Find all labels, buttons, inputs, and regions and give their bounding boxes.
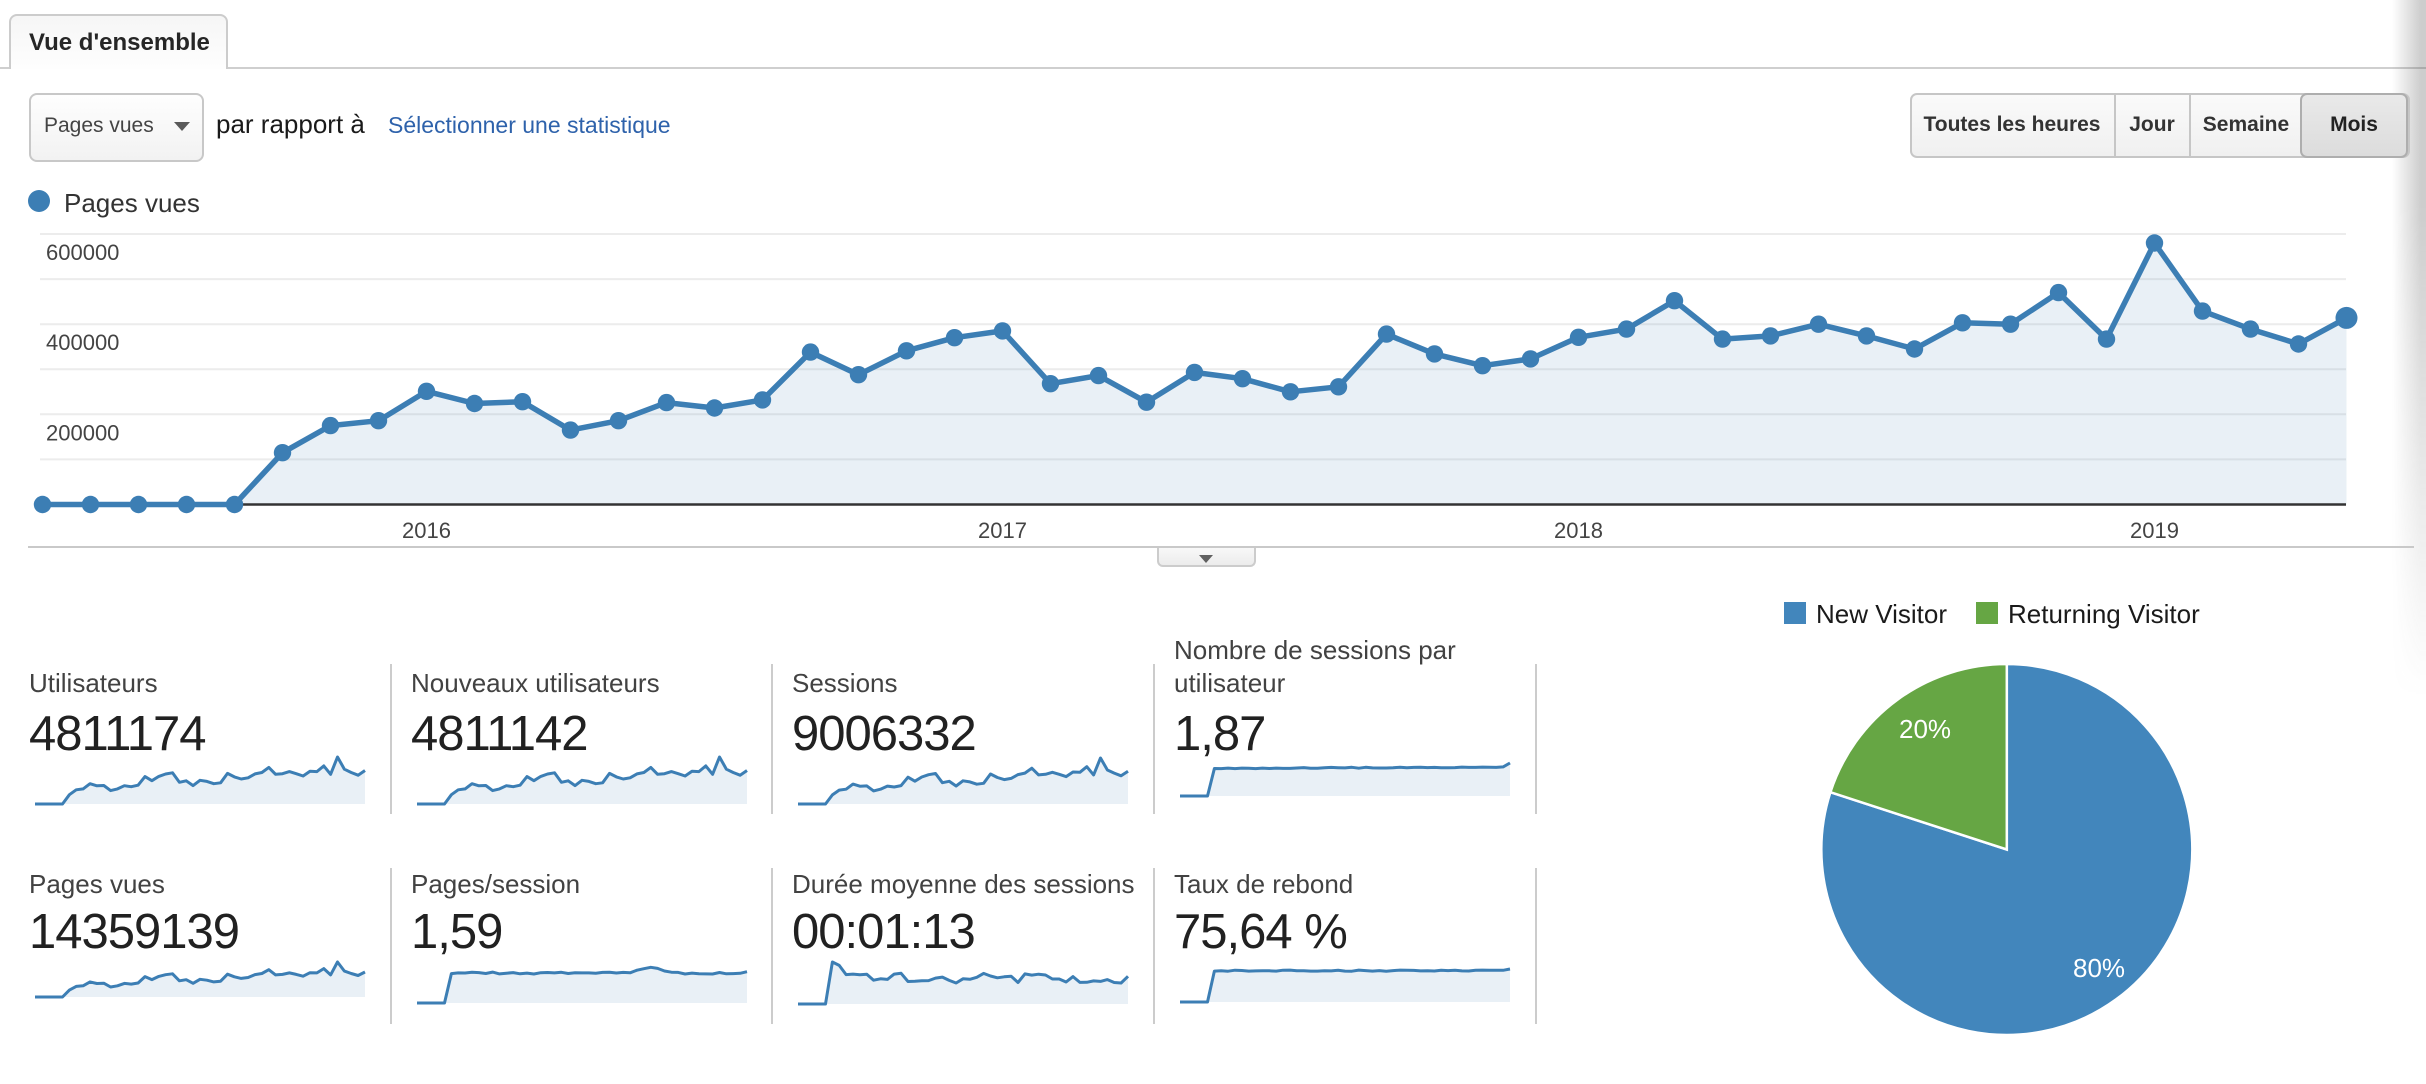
svg-text:2017: 2017 <box>978 518 1027 543</box>
svg-text:600000: 600000 <box>46 240 119 265</box>
svg-text:2018: 2018 <box>1554 518 1603 543</box>
svg-text:2019: 2019 <box>2130 518 2179 543</box>
svg-text:2016: 2016 <box>402 518 451 543</box>
svg-text:20%: 20% <box>1899 714 1951 744</box>
svg-text:400000: 400000 <box>46 330 119 355</box>
svg-text:80%: 80% <box>2073 953 2125 983</box>
svg-text:200000: 200000 <box>46 420 119 445</box>
